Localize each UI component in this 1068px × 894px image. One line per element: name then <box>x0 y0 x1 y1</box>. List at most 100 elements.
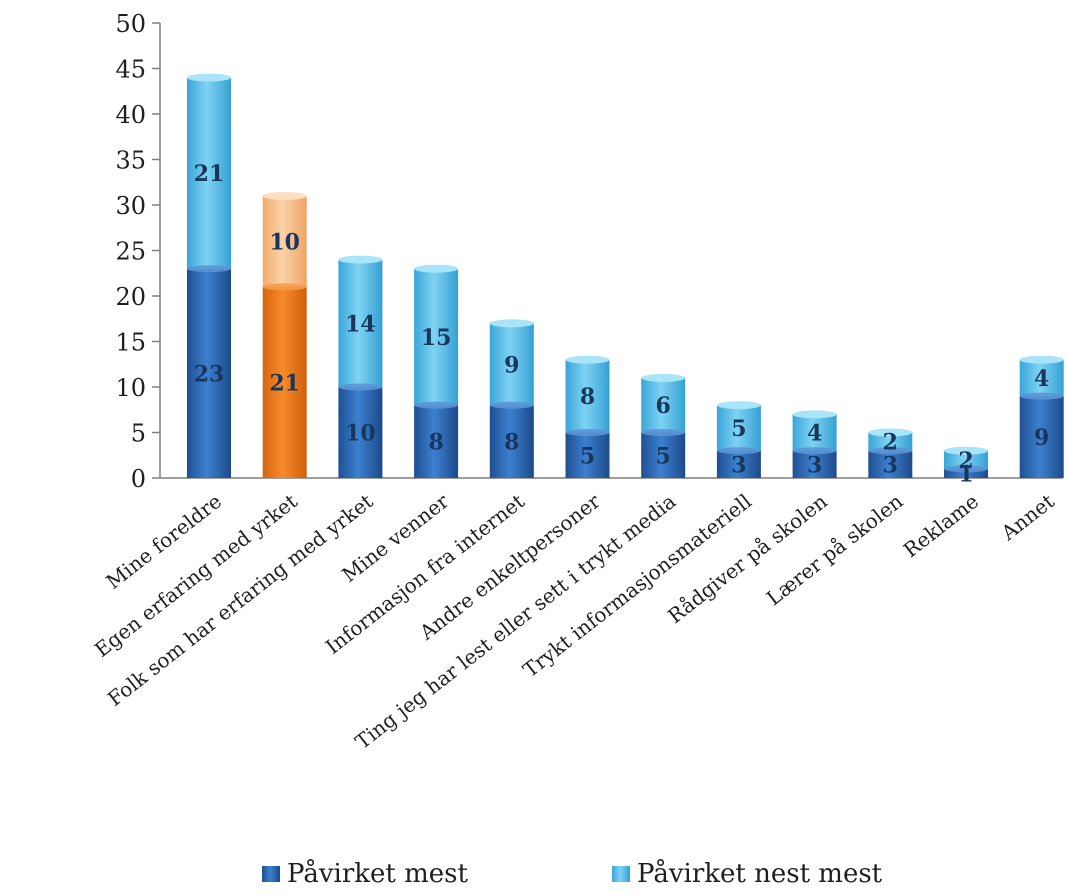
segment-divider <box>187 265 231 273</box>
bar-top-cap <box>565 355 610 364</box>
bar-group: 89 <box>489 319 534 478</box>
bar-segment-pavirket-nest-mest <box>641 377 686 433</box>
data-label-pavirket-nest-mest: 21 <box>194 161 225 187</box>
bar-segment-pavirket-mest <box>868 450 913 478</box>
legend-item: Påvirket nest mest <box>612 858 883 889</box>
segment-divider <box>1019 392 1064 400</box>
data-label-pavirket-mest: 5 <box>656 443 671 469</box>
bar-segment-pavirket-nest-mest <box>187 77 231 269</box>
bar-group: 8 15 <box>414 264 459 478</box>
y-tick-label: 35 <box>115 147 146 175</box>
data-label-pavirket-mest: 1 <box>958 461 973 487</box>
bar-group: 34 <box>792 410 837 478</box>
y-tick-label: 0 <box>131 465 146 493</box>
bar-group: 35 <box>716 401 761 478</box>
data-label-pavirket-nest-mest: 8 <box>580 384 595 410</box>
data-label-pavirket-nest-mest: 6 <box>656 393 671 419</box>
segment-divider <box>641 429 686 436</box>
bar-segment-pavirket-nest-mest <box>414 268 459 406</box>
data-label-pavirket-nest-mest: 10 <box>269 229 300 255</box>
bar-top-cap <box>262 191 307 200</box>
bar-segment-pavirket-nest-mest <box>868 432 913 451</box>
data-label-pavirket-nest-mest: 2 <box>958 448 973 474</box>
bar-segment-pavirket-mest <box>338 387 383 478</box>
bar-segment-pavirket-nest-mest <box>338 259 383 387</box>
legend-item: Påvirket mest <box>262 858 468 889</box>
data-label-pavirket-mest: 8 <box>504 430 519 456</box>
bar-segment-pavirket-nest-mest <box>489 323 534 406</box>
data-label-pavirket-mest: 3 <box>807 452 822 478</box>
bar-top-cap <box>414 264 459 273</box>
segment-divider <box>792 447 837 455</box>
segment-divider <box>262 283 307 291</box>
bar-top-cap <box>716 401 761 410</box>
x-category-label: Lærer på skolen <box>762 489 908 610</box>
bar-top-cap <box>1019 355 1064 364</box>
data-label-pavirket-mest: 8 <box>428 430 443 456</box>
legend: Påvirket mest Påvirket nest mest <box>262 858 883 889</box>
bar-top-cap <box>792 410 837 419</box>
y-tick-label: 5 <box>131 420 146 448</box>
y-tick-label: 30 <box>115 192 146 220</box>
data-label-pavirket-nest-mest: 2 <box>883 430 898 456</box>
bar-group: 21 10 <box>262 191 307 478</box>
y-tick-label: 50 <box>115 10 146 38</box>
bar-segment-pavirket-mest <box>641 432 686 478</box>
segment-divider <box>489 401 534 409</box>
bar-segment-pavirket-mest <box>262 286 307 478</box>
bar-top-cap <box>489 319 534 328</box>
bar-group: 56 <box>641 373 686 478</box>
bar-top-cap <box>187 73 231 82</box>
y-tick-label: 40 <box>115 101 146 129</box>
bar-top-cap <box>641 373 686 382</box>
data-label-pavirket-mest: 21 <box>269 370 300 396</box>
bar-segment-pavirket-nest-mest <box>792 414 837 451</box>
bar-segment-pavirket-mest <box>565 432 610 478</box>
segment-divider <box>414 401 459 409</box>
bar-group: 32 <box>868 428 913 478</box>
data-label-pavirket-nest-mest: 4 <box>1034 366 1049 392</box>
y-tick-label: 45 <box>115 56 146 84</box>
bar-segment-pavirket-mest <box>414 405 459 478</box>
bar-segment-pavirket-mest <box>187 268 231 478</box>
data-label-pavirket-mest: 23 <box>194 361 225 387</box>
bar-group: 10 14 <box>338 255 383 478</box>
data-label-pavirket-mest: 9 <box>1034 425 1049 451</box>
bar-segment-pavirket-mest <box>792 450 837 478</box>
bar-segment-pavirket-nest-mest <box>944 450 988 469</box>
segment-divider <box>338 383 383 391</box>
legend-label: Påvirket nest mest <box>637 858 883 889</box>
y-tick-label: 15 <box>115 329 146 357</box>
bar-segment-pavirket-nest-mest <box>1019 359 1064 397</box>
data-label-pavirket-mest: 3 <box>731 452 746 478</box>
data-label-pavirket-nest-mest: 15 <box>421 325 452 351</box>
bar-group: 94 <box>1019 355 1064 478</box>
bar-group: 12 <box>944 446 988 487</box>
y-tick-label: 20 <box>115 283 146 311</box>
bar-top-cap <box>338 255 383 264</box>
bar-top-cap <box>868 428 913 437</box>
x-category-label: Reklame <box>899 489 983 562</box>
y-tick-label: 10 <box>115 374 146 402</box>
segment-divider <box>716 447 761 455</box>
legend-swatch <box>262 866 280 882</box>
data-label-pavirket-mest: 10 <box>345 421 376 447</box>
bar-segment-pavirket-nest-mest <box>565 359 610 433</box>
legend-swatch <box>612 866 630 882</box>
data-label-pavirket-nest-mest: 9 <box>504 352 519 378</box>
bar-segment-pavirket-mest <box>1019 396 1064 478</box>
y-tick-label: 25 <box>115 238 146 266</box>
bar-group: 23 21 <box>187 73 231 478</box>
segment-divider <box>944 465 988 473</box>
bar-segment-pavirket-mest <box>944 468 988 478</box>
bar-top-cap <box>944 446 988 455</box>
data-label-pavirket-mest: 3 <box>883 452 898 478</box>
bar-segment-pavirket-nest-mest <box>262 195 307 287</box>
segment-divider <box>868 447 913 455</box>
data-label-pavirket-nest-mest: 14 <box>345 311 376 337</box>
data-label-pavirket-mest: 5 <box>580 443 595 469</box>
